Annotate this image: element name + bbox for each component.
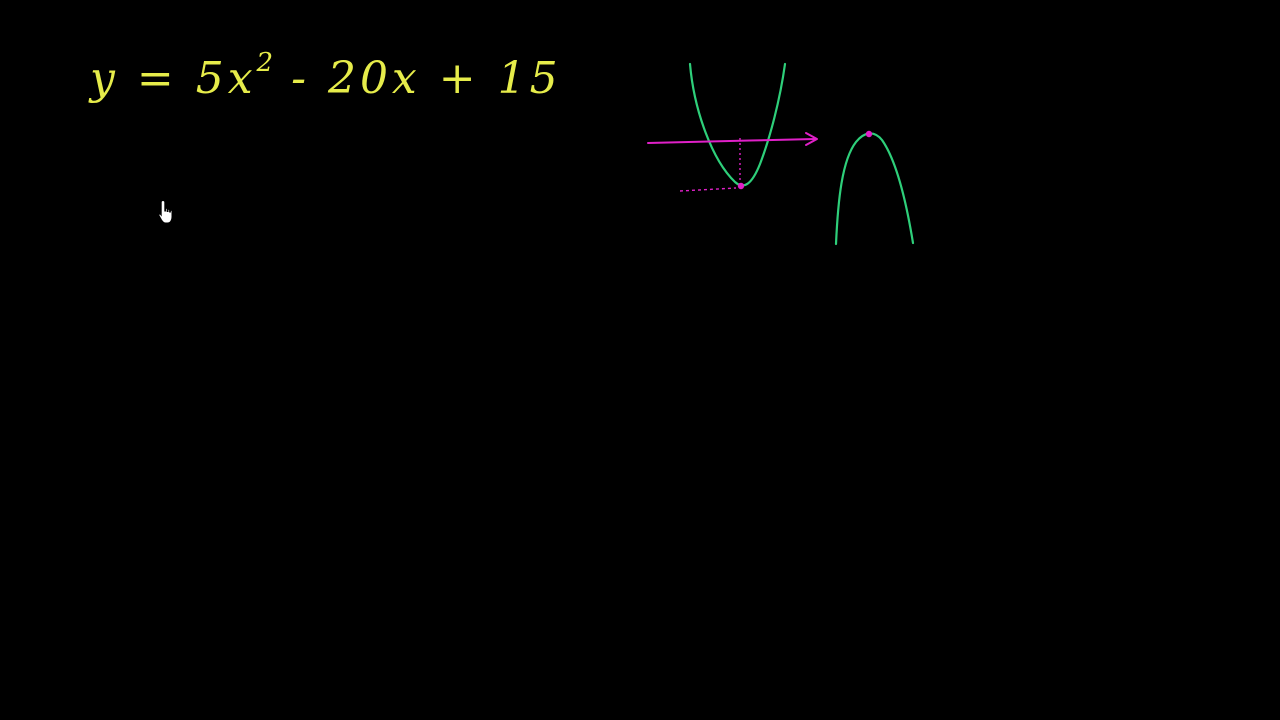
downward-parabola bbox=[836, 133, 913, 244]
upward-parabola bbox=[690, 64, 785, 185]
minimum-vertex-point bbox=[738, 183, 744, 189]
vertex-horizontal-dashed-line bbox=[680, 188, 736, 191]
horizontal-arrow-line bbox=[648, 139, 815, 143]
maximum-vertex-point bbox=[866, 131, 872, 137]
hand-pointer-icon bbox=[158, 199, 176, 225]
